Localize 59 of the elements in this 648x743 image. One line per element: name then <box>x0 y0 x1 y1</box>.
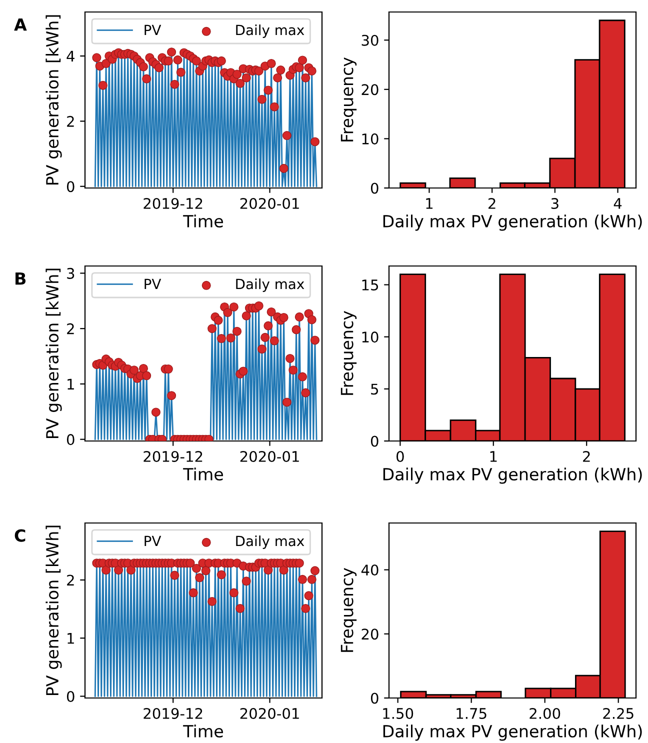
y-tick-label: 2 <box>67 116 74 127</box>
x-axis-title: Daily max PV generation (kWh) <box>383 724 642 741</box>
legend-label: Daily max <box>236 278 304 292</box>
x-tick-label: 2019-12 <box>144 198 202 210</box>
x-axis-title: Time <box>183 214 224 228</box>
x-axis-title: Daily max PV generation (kWh) <box>383 468 642 484</box>
y-tick-label: 4 <box>66 50 74 62</box>
y-tick-label: 0 <box>66 181 74 192</box>
x-tick-label: 1.75 <box>456 708 486 720</box>
y-tick-label: 20 <box>362 84 378 96</box>
y-axis-title: PV generation [kWh] <box>46 526 62 696</box>
legend-label: PV <box>144 536 162 546</box>
x-tick-label: 1 <box>426 198 433 209</box>
x-axis-title: Time <box>183 724 224 738</box>
x-tick-label: 2.25 <box>603 708 634 720</box>
x-tick-label: 2 <box>583 450 590 462</box>
text: B <box>16 272 26 285</box>
y-axis-title: Frequency <box>340 568 357 652</box>
y-tick-label: 1 <box>68 633 74 644</box>
y-axis-title: Frequency <box>340 57 357 142</box>
y-tick-label: 2 <box>67 574 74 586</box>
x-axis-title: Daily max PV generation (kWh) <box>383 214 642 231</box>
x-tick-label: 2020-01 <box>240 198 299 210</box>
y-tick-label: 40 <box>361 564 378 576</box>
x-tick-label: 2020-01 <box>240 708 299 720</box>
y-axis-title: PV generation [kWh] <box>46 268 62 438</box>
legend-label: PV <box>144 278 162 290</box>
y-tick-label: 3 <box>67 268 74 279</box>
y-tick-label: 20 <box>362 628 378 640</box>
x-tick-label: 1.50 <box>383 708 414 720</box>
x-tick-label: 2019-12 <box>144 450 202 462</box>
y-tick-label: 1 <box>68 378 74 390</box>
x-tick-label: 3 <box>551 198 558 210</box>
y-tick-label: 0 <box>370 692 378 704</box>
y-tick-label: 15 <box>362 280 378 290</box>
legend-label: Daily max <box>236 24 304 38</box>
y-tick-label: 10 <box>362 332 378 343</box>
x-tick-label: 2 <box>488 198 496 209</box>
y-tick-label: 30 <box>362 34 378 46</box>
y-tick-label: 5 <box>371 384 378 395</box>
x-tick-label: 4 <box>614 198 622 209</box>
y-tick-label: 2 <box>67 323 74 334</box>
y-tick-label: 10 <box>362 133 378 144</box>
x-tick-label: 1 <box>490 451 497 462</box>
y-tick-label: 0 <box>66 690 74 702</box>
y-tick-label: 0 <box>370 436 378 447</box>
legend-label: Daily max <box>236 536 304 549</box>
y-axis-title: Frequency <box>340 310 357 395</box>
x-axis-title: Time <box>183 468 224 481</box>
x-tick-label: 2.00 <box>530 708 560 720</box>
y-tick-label: 0 <box>370 182 378 194</box>
legend-label: PV <box>144 24 162 36</box>
y-axis-title: PV generation [kWh] <box>46 15 62 185</box>
text: C <box>14 529 26 542</box>
x-tick-label: 2019-12 <box>144 708 202 720</box>
text: A <box>14 18 27 31</box>
x-tick-label: 2020-01 <box>240 450 299 462</box>
x-tick-label: 0 <box>396 450 404 462</box>
y-tick-label: 0 <box>66 434 74 446</box>
